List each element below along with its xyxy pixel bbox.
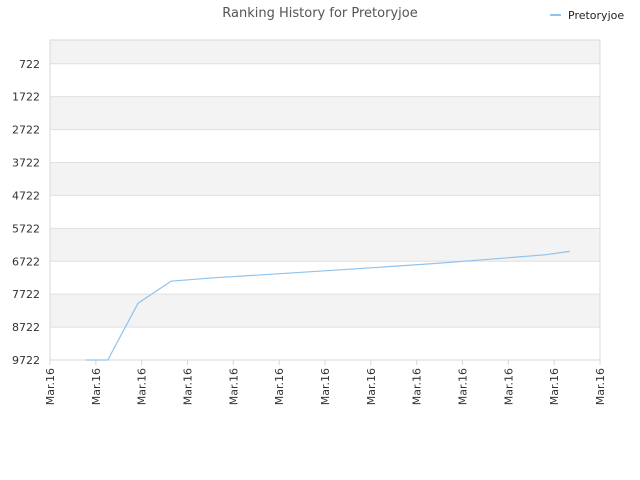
legend-label-pretoryjoe: Pretoryjoe <box>568 9 624 22</box>
chart-title: Ranking History for Pretoryjoe <box>222 6 417 21</box>
y-tick-label: 9722 <box>12 354 40 367</box>
plot-bands <box>50 40 600 328</box>
x-axis-ticks: Mar.16 Mar.16 Mar.16 Mar.16 Mar.16 Mar.16 Mar.… <box>44 360 607 405</box>
series-line-pretoryjoe <box>85 250 570 361</box>
x-tick-label: Mar.16 <box>227 368 240 405</box>
y-tick-label: 1722 <box>12 91 40 104</box>
y-tick-label: 8722 <box>12 321 40 334</box>
plot-band <box>50 40 600 64</box>
y-tick-label: 7722 <box>12 288 40 301</box>
x-tick-label: Mar.16 <box>594 368 607 405</box>
legend[interactable]: Pretoryjoe <box>550 9 624 22</box>
y-axis-ticks: 722 1722 2722 3722 4722 5722 6722 7722 8722 9722 <box>12 58 40 367</box>
x-tick-label: Mar.16 <box>548 368 561 405</box>
plot-band <box>50 228 600 262</box>
y-tick-label: 5722 <box>12 222 40 235</box>
x-tick-label: Mar.16 <box>457 368 470 405</box>
x-tick-label: Mar.16 <box>411 368 424 405</box>
x-tick-label: Mar.16 <box>502 368 515 405</box>
x-tick-label: Mar.16 <box>273 368 286 405</box>
y-tick-label: 6722 <box>12 255 40 268</box>
y-tick-label: 3722 <box>12 157 40 170</box>
y-tick-label: 2722 <box>12 124 40 137</box>
plot-band <box>50 294 600 328</box>
x-tick-label: Mar.16 <box>365 368 378 405</box>
x-tick-label: Mar.16 <box>319 368 332 405</box>
x-tick-label: Mar.16 <box>44 368 57 405</box>
x-tick-label: Mar.16 <box>90 368 103 405</box>
plot-band <box>50 162 600 196</box>
plot-band <box>50 96 600 130</box>
series-layer <box>85 250 570 361</box>
y-tick-label: 4722 <box>12 189 40 202</box>
x-tick-label: Mar.16 <box>182 368 195 405</box>
x-tick-label: Mar.16 <box>136 368 149 405</box>
y-tick-label: 722 <box>19 58 40 71</box>
